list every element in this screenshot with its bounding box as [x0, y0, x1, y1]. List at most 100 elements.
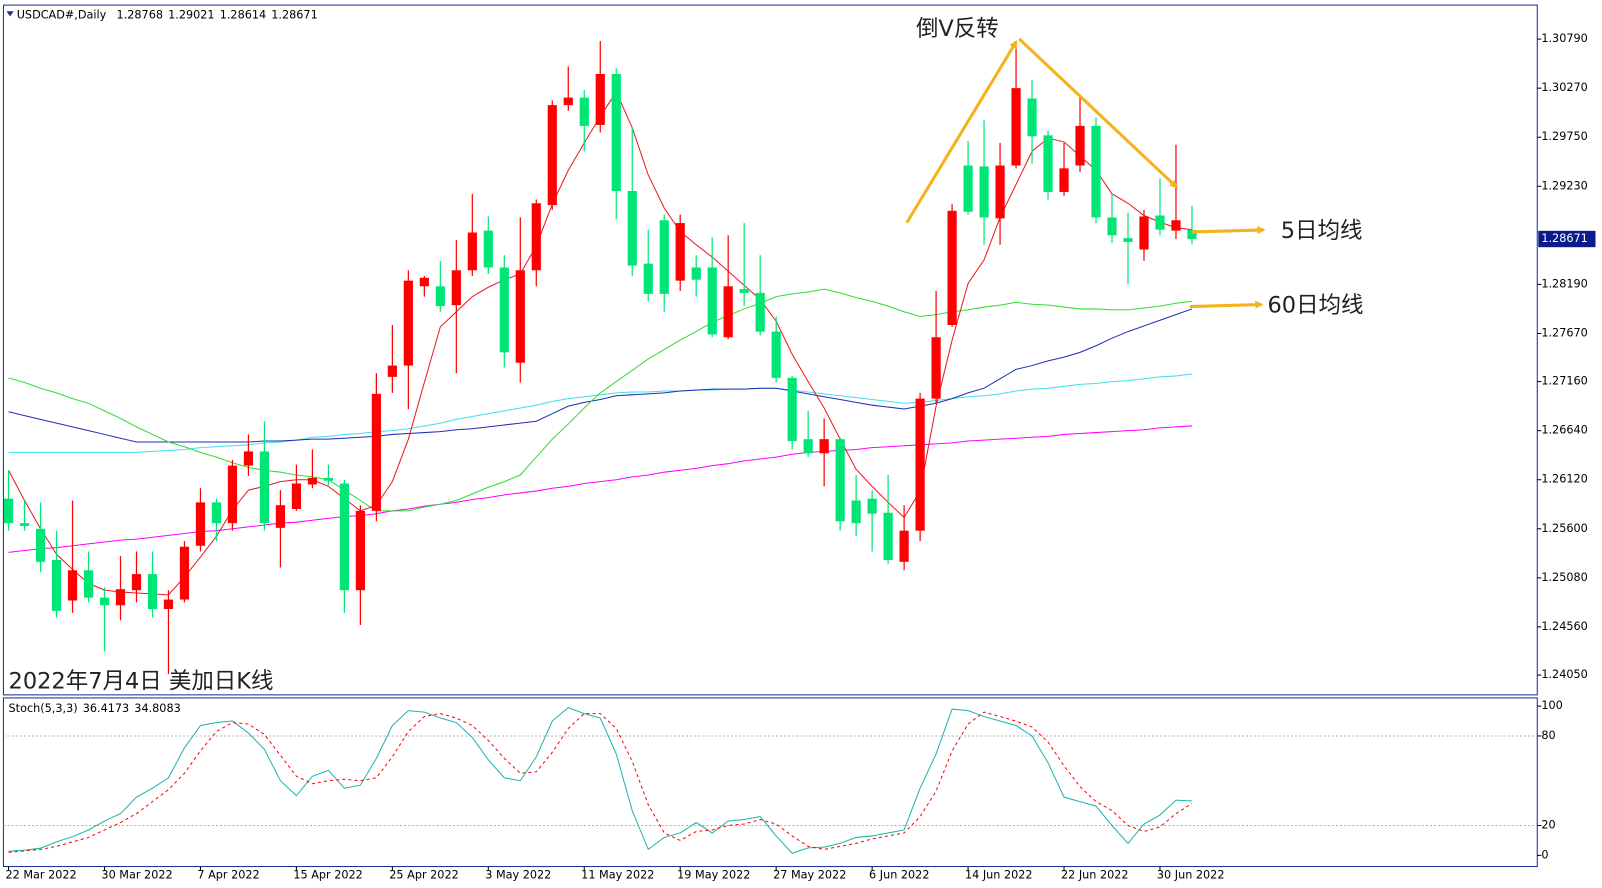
candle-body: [83, 570, 94, 598]
stoch-header: Stoch(5,3,3) 36.4173 34.8083: [9, 702, 181, 715]
candle-body: [643, 263, 653, 294]
plot-layer: 1.30790 1.30270 1.29750 1.29230 1.28190 1.276…: [3, 32, 1596, 882]
candle-body: [483, 230, 493, 268]
candle-body: [51, 559, 62, 611]
candle-body: [1171, 220, 1181, 231]
line-series: [8, 711, 1193, 853]
candle-body: [899, 530, 909, 562]
candle-body: [819, 439, 829, 454]
candle-body: [211, 502, 222, 524]
y-tick-label: 1.25600: [1541, 522, 1587, 535]
candle-body: [1107, 217, 1117, 236]
annotation: 5日均线: [1281, 218, 1363, 244]
line-series: [8, 707, 1192, 854]
arrow-ma5: [1191, 226, 1266, 235]
y-tick-label: 0: [1541, 848, 1548, 861]
candle-body: [419, 277, 429, 287]
x-tick-label: 3 May 2022: [485, 869, 551, 882]
candle-body: [1139, 216, 1149, 250]
y-tick-label: 100: [1541, 699, 1562, 712]
y-tick-label: 1.26120: [1541, 473, 1587, 486]
candle-body: [275, 505, 286, 528]
candle-body: [163, 599, 174, 610]
candle-body: [35, 528, 46, 562]
y-tick-label: 1.29230: [1541, 179, 1587, 192]
candle-body: [675, 223, 685, 281]
candle-body: [691, 267, 701, 280]
price-marker-label: 1.28671: [1541, 232, 1587, 245]
y-tick-label: 1.25080: [1541, 571, 1587, 584]
candle-body: [387, 365, 397, 377]
line-series: [8, 425, 1192, 553]
candle-body: [947, 210, 957, 325]
x-tick-label: 11 May 2022: [581, 869, 654, 882]
candle-body: [435, 286, 445, 307]
candle-body: [1027, 98, 1037, 137]
arrow-ma60: [1189, 300, 1264, 309]
candle-body: [1155, 215, 1165, 230]
x-tick-label: 14 Jun 2022: [965, 869, 1033, 882]
candle-body: [835, 439, 845, 522]
candle-body: [147, 574, 158, 610]
arrow-up: [905, 40, 1018, 224]
candle-body: [499, 267, 509, 353]
x-tick-label: 19 May 2022: [677, 869, 750, 882]
candle-body: [579, 97, 589, 126]
price-panel-frame: [2, 4, 1538, 696]
candle-body: [339, 483, 349, 591]
stoch-d-last: 34.8083: [134, 702, 180, 715]
x-tick-label: 30 Jun 2022: [1157, 869, 1225, 882]
candle-body: [547, 105, 557, 206]
candle-body: [307, 477, 317, 485]
y-tick-label: 1.29750: [1541, 130, 1587, 143]
symbol-header: USDCAD#,Daily 1.28768 1.29021 1.28614 1.2867…: [17, 8, 318, 21]
candle-body: [883, 512, 893, 560]
candle-body: [659, 220, 669, 294]
candle-body: [243, 451, 254, 466]
candle-body: [515, 270, 525, 363]
candle-body: [531, 203, 541, 271]
candle-body: [851, 500, 861, 524]
price-marker: [1538, 230, 1596, 248]
candle-body: [707, 267, 717, 335]
candle-body: [291, 483, 302, 509]
symbol: USDCAD#,Daily: [17, 8, 107, 21]
y-tick-label: 20: [1541, 819, 1555, 832]
candle-body: [787, 377, 797, 442]
candle-body: [771, 331, 781, 378]
candle-body: [627, 190, 637, 266]
stoch-k-last: 36.4173: [83, 702, 129, 715]
x-tick-label: 27 May 2022: [773, 869, 846, 882]
candle-body: [803, 439, 813, 454]
candle-body: [67, 570, 78, 601]
x-tick-label: 6 Jun 2022: [869, 869, 929, 882]
candle-body: [915, 398, 925, 531]
candle-body: [179, 546, 190, 600]
candle-body: [99, 597, 110, 606]
line-series: [8, 288, 1193, 512]
stoch-panel-frame: [2, 697, 1538, 868]
candle-body: [1043, 135, 1053, 192]
stoch-title: Stoch(5,3,3): [9, 702, 78, 715]
candle-body: [739, 289, 749, 293]
y-tick-label: 1.27160: [1541, 375, 1587, 388]
x-tick-label: 22 Jun 2022: [1061, 869, 1129, 882]
candle-body: [723, 286, 733, 338]
y-tick-label: 1.28190: [1541, 277, 1587, 290]
line-series: [8, 308, 1193, 443]
candle-body: [451, 270, 461, 306]
x-tick-label: 22 Mar 2022: [5, 869, 76, 882]
y-tick-label: 1.27670: [1541, 326, 1587, 339]
candle-body: [131, 574, 142, 591]
candle-body: [227, 465, 238, 524]
line-series: [8, 373, 1193, 453]
candle-body: [259, 451, 270, 524]
last-open: 1.28768: [117, 8, 163, 21]
candle-body: [3, 498, 14, 524]
candle-body: [1187, 229, 1197, 240]
candle-body: [323, 477, 333, 481]
candle-body: [1123, 238, 1133, 242]
x-tick-label: 30 Mar 2022: [101, 869, 172, 882]
